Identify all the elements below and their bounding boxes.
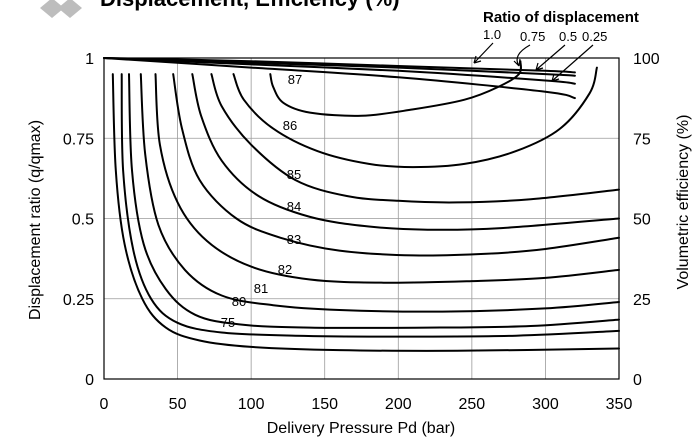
x-tick-label: 100 [238,396,265,413]
legend-title: Ratio of displacement [483,9,639,26]
contour-label-84: 84 [287,199,301,214]
efficiency-contour-81 [139,73,620,313]
header-fragment-text: Displacement, Efficiency (%) [100,0,400,11]
y-axis-left-title: Displacement ratio (q/qmax) [27,120,44,320]
contour-label-83: 83 [287,232,301,247]
y-right-tick-label: 0 [633,372,642,389]
contour-label-85: 85 [287,167,301,182]
vol-eff-line-3 [103,57,576,100]
contour-label-80: 80 [232,294,246,309]
x-tick-label: 300 [532,396,559,413]
y-left-tick-label: 1 [85,51,94,68]
plot-frame [103,57,620,380]
contour-label-81: 81 [254,281,268,296]
curves [103,57,620,352]
vol-eff-line-2 [103,57,576,85]
y-left-tick-label: 0.5 [72,212,94,229]
y-axis-right-title: Volumetric efficiency (%) [675,115,692,290]
efficiency-contour-unlabeled [120,73,620,338]
legend-arrow-0-5 [535,44,566,71]
contour-labels: 87 86 85 84 83 82 81 80 75 [221,72,302,330]
tick-labels: 0 50 100 150 200 250 300 35000.250.50.751025507… [63,51,660,413]
grid [104,58,619,379]
legend-entry-0-25: 0.25 [582,29,607,44]
contour-label-87: 87 [288,72,302,87]
y-right-tick-label: 50 [633,212,651,229]
contour-label-86: 86 [283,118,297,133]
legend-arrow-1-0 [473,42,494,64]
efficiency-contour-85 [210,73,620,204]
y-left-tick-label: 0 [85,372,94,389]
legend-arrow-0-75 [513,44,531,67]
y-left-tick-label: 0.75 [63,131,94,148]
y-left-tick-label: 0.25 [63,292,94,309]
x-tick-label: 0 [100,396,109,413]
x-tick-label: 250 [459,396,486,413]
efficiency-contour-84 [191,73,620,231]
efficiency-contour-87 [269,60,522,117]
legend-arrow-0-25 [551,44,594,82]
vol-eff-line-0 [103,57,576,74]
efficiency-contour-83 [172,73,620,257]
x-tick-label: 50 [169,396,187,413]
x-axis-title: Delivery Pressure Pd (bar) [267,420,456,437]
x-tick-label: 200 [385,396,412,413]
efficiency-contour-75 [111,73,620,352]
y-right-tick-label: 100 [633,51,660,68]
legend: Ratio of displacement 1.0 0.75 0.5 0.25 [473,9,639,82]
header-logo-icon [40,0,82,18]
contour-label-75: 75 [221,315,235,330]
y-right-tick-label: 75 [633,131,651,148]
legend-entry-0-5: 0.5 [559,29,577,44]
x-tick-label: 350 [606,396,633,413]
header-fragment: Displacement, Efficiency (%) [40,0,400,18]
efficiency-contour-80 [128,73,620,329]
efficiency-contour-82 [154,73,620,284]
legend-entry-1-0: 1.0 [483,27,501,42]
efficiency-contour-86 [232,66,598,169]
legend-entry-0-75: 0.75 [520,29,545,44]
x-tick-label: 150 [311,396,338,413]
y-right-tick-label: 25 [633,292,651,309]
contour-label-82: 82 [278,262,292,277]
